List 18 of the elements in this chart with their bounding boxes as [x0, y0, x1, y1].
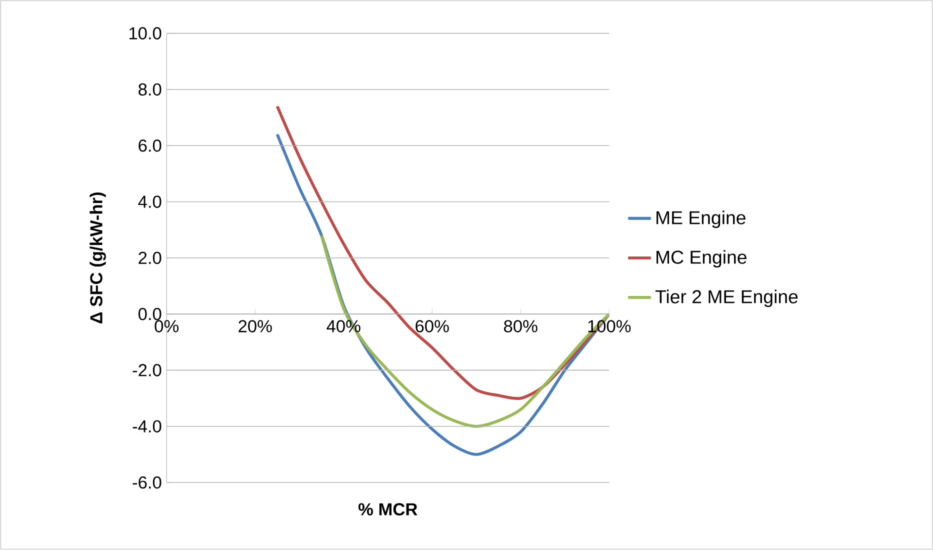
x-tick-label: 0% [154, 320, 179, 332]
y-tick-label: 4.0 [138, 196, 162, 208]
y-tick-label: -4.0 [132, 420, 162, 433]
legend-label: ME Engine [656, 210, 746, 228]
legend-label: MC Engine [656, 250, 746, 268]
y-tick-label: 0.0 [138, 308, 162, 320]
y-axis-title: Δ SFC (g/kW-hr) [90, 192, 106, 324]
y-tick-label: 8.0 [138, 83, 162, 96]
x-tick-label: 20% [238, 320, 272, 332]
y-tick-label: -2.0 [132, 364, 162, 376]
x-tick-label: 60% [416, 320, 449, 332]
x-tick-label: 80% [504, 320, 538, 332]
y-tick-label: 2.0 [138, 252, 162, 264]
legend-label: Tier 2 ME Engine [655, 290, 798, 308]
x-axis-title: % MCR [358, 503, 418, 516]
y-tick-label: -6.0 [132, 476, 162, 489]
y-tick-label: 10.0 [130, 27, 162, 40]
y-tick-label: 6.0 [138, 140, 162, 152]
